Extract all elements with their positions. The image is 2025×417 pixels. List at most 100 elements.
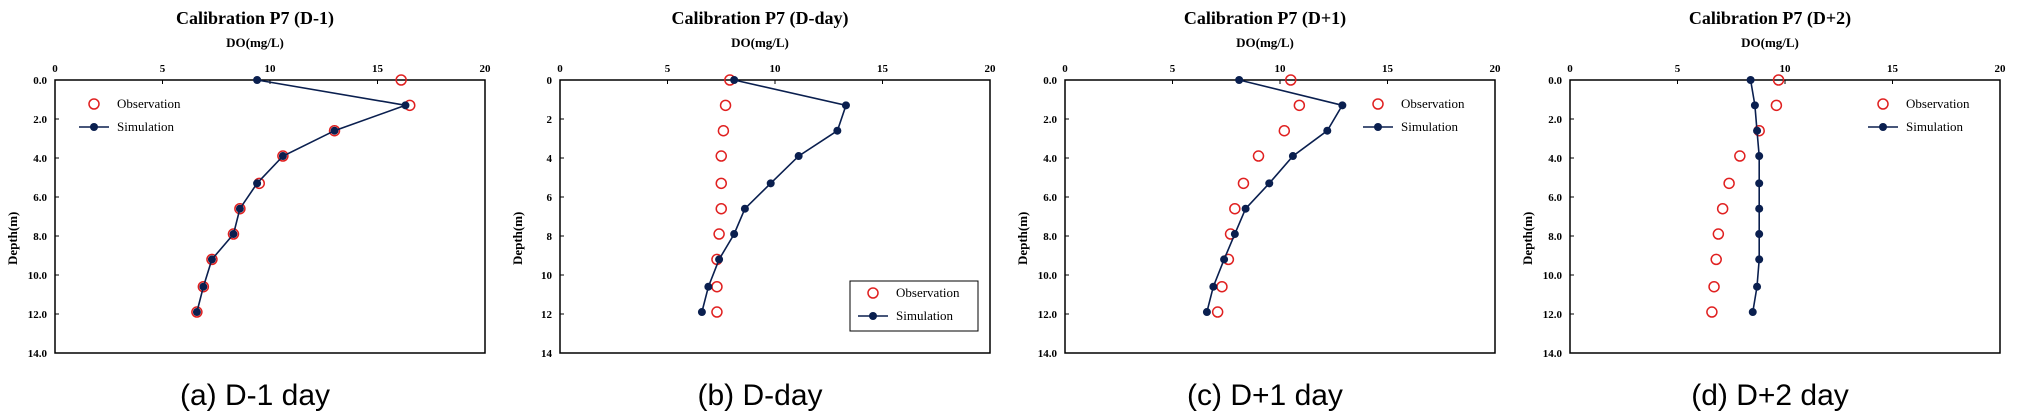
simulation-point: [1235, 76, 1244, 84]
simulation-point: [1241, 204, 1250, 213]
y-tick-label: 4.0: [1548, 153, 1562, 165]
simulation-point: [730, 76, 739, 84]
observation-point: [1734, 150, 1746, 162]
y-tick-label: 2: [547, 114, 553, 126]
observation-point: [1216, 280, 1228, 293]
panel-3: Calibration P7 (D+1) DO(mg/L) Depth(m) 0 5 10…: [1015, 8, 1501, 412]
observation-point: [1710, 253, 1722, 266]
simulation-point: [1230, 230, 1239, 239]
simulation-point: [1755, 179, 1764, 188]
legend-observation-marker: [1877, 98, 1889, 110]
y-tick-label: 12.0: [28, 309, 48, 321]
simulation-point: [1265, 179, 1274, 188]
legend: Observation Simulation: [849, 280, 979, 332]
y-tick-label: 0.0: [33, 75, 47, 87]
simulation-point: [1755, 255, 1764, 264]
simulation-line: [701, 79, 848, 313]
y-tick-label: 2.0: [1043, 114, 1057, 126]
simulation-point: [330, 126, 339, 135]
legend-observation-marker: [88, 98, 100, 110]
y-axis-label: Depth(m): [5, 212, 20, 265]
chart-title: Calibration P7 (D+1): [1184, 8, 1346, 29]
y-tick-label: 6.0: [33, 192, 47, 204]
simulation-point: [1755, 230, 1764, 239]
observation-point: [713, 228, 725, 240]
observation-point: [719, 99, 732, 112]
y-tick-label: 14.0: [1543, 348, 1563, 360]
simulation-point: [715, 255, 724, 264]
simulation-point: [1753, 282, 1762, 291]
legend-label: Simulation: [117, 119, 175, 134]
observation-point: [395, 74, 407, 86]
observation-point: [1706, 306, 1718, 318]
y-tick-label: 8.0: [1548, 231, 1562, 243]
legend-label: Observation: [1906, 96, 1970, 111]
y-tick-label: 6.0: [1043, 192, 1057, 204]
simulation-point: [253, 76, 262, 84]
observation-point: [715, 202, 727, 215]
simulation-point: [278, 152, 287, 161]
observation-point: [227, 228, 240, 240]
legend-simulation-marker: [90, 123, 98, 131]
simulation-line: [1206, 79, 1344, 313]
chart-title: Calibration P7 (D-day): [672, 8, 849, 29]
y-tick-label: 4.0: [33, 153, 47, 165]
y-tick-label: 0.0: [1043, 75, 1057, 87]
x-tick-label: 20: [480, 63, 492, 75]
panel-1: Calibration P7 (D-1) DO(mg/L) Depth(m) 0 5 10…: [5, 8, 491, 412]
panel-2: Calibration P7 (D-day) DO(mg/L) Depth(m) 0 5…: [510, 8, 996, 412]
observation-point: [1716, 202, 1729, 215]
legend: Observation Simulation: [1868, 96, 1970, 134]
observation-point: [1278, 124, 1291, 137]
x-tick-label: 20: [1490, 63, 1502, 75]
x-tick-label: 10: [770, 63, 782, 75]
y-tick-label: 14.0: [28, 348, 48, 360]
y-tick-label: 4.0: [1043, 153, 1057, 165]
y-tick-label: 12: [541, 309, 553, 321]
simulation-point: [192, 308, 201, 317]
legend: Observation Simulation: [79, 96, 181, 134]
observation-point: [1712, 228, 1725, 240]
observation-point: [234, 202, 246, 215]
observation-point: [1252, 150, 1265, 162]
legend-simulation-marker: [1374, 123, 1382, 131]
observation-point: [1708, 280, 1720, 293]
x-tick-label: 20: [1995, 63, 2007, 75]
simulation-point: [253, 179, 262, 188]
x-tick-label: 5: [665, 63, 671, 75]
x-axis-label: DO(mg/L): [226, 35, 284, 50]
observation-point: [1293, 99, 1306, 112]
y-tick-label: 4: [547, 153, 553, 165]
chart-title: Calibration P7 (D+2): [1689, 8, 1851, 29]
x-axis-label: DO(mg/L): [1741, 35, 1799, 50]
x-tick-label: 15: [1382, 63, 1394, 75]
y-tick-label: 10: [541, 270, 553, 282]
observation-point: [1237, 177, 1250, 190]
x-axis-label: DO(mg/L): [1236, 35, 1294, 50]
y-tick-label: 8.0: [1043, 231, 1057, 243]
x-tick-label: 5: [160, 63, 166, 75]
x-tick-label: 20: [985, 63, 997, 75]
simulation-point: [207, 255, 216, 264]
observation-point: [1772, 74, 1785, 86]
observation-point: [328, 124, 341, 137]
simulation-point: [1323, 126, 1332, 135]
observation-point: [277, 150, 289, 162]
y-axis-label: Depth(m): [510, 212, 525, 265]
simulation-point: [833, 126, 842, 135]
simulation-point: [199, 282, 208, 291]
y-tick-label: 14.0: [1038, 348, 1058, 360]
observation-point: [1770, 99, 1783, 112]
x-tick-label: 0: [557, 63, 563, 75]
y-axis-label: Depth(m): [1520, 212, 1535, 265]
simulation-point: [704, 282, 713, 291]
observation-point: [191, 306, 203, 318]
observation-point: [197, 280, 210, 293]
simulation-point: [1753, 126, 1762, 135]
panel-caption: (b) D-day: [697, 379, 822, 412]
x-tick-label: 0: [52, 63, 58, 75]
simulation-point: [1755, 204, 1764, 213]
simulation-point: [730, 230, 739, 239]
y-tick-label: 10.0: [1543, 270, 1563, 282]
